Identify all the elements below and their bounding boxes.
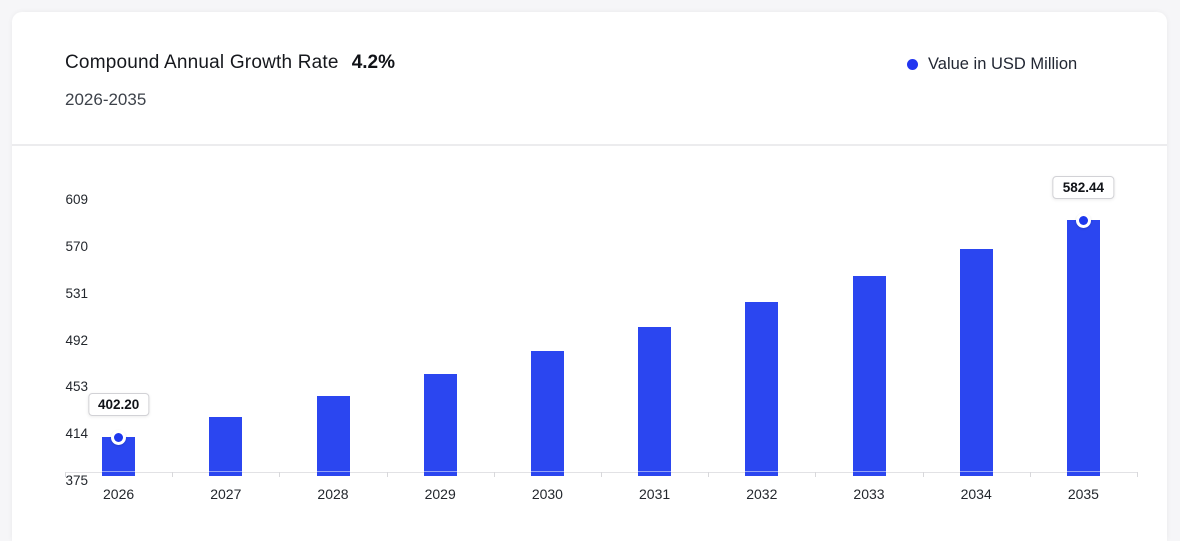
x-axis-tick	[708, 472, 710, 477]
y-tick-label: 492	[65, 332, 88, 348]
x-axis-tick	[601, 472, 602, 477]
x-label-2031: 2031	[639, 486, 671, 502]
bar-2029[interactable]	[423, 373, 457, 476]
chart-card: Compound Annual Growth Rate 4.2% 2026-20…	[12, 12, 1167, 541]
x-axis-tick	[815, 472, 817, 477]
legend-label: Value in USD Million	[928, 55, 1078, 73]
marker-dot-icon	[1078, 215, 1088, 225]
x-axis-tick	[1137, 472, 1138, 477]
x-axis-tick	[493, 472, 495, 477]
value-tooltip-2035: 582.44	[1052, 176, 1115, 200]
x-label-2034: 2034	[960, 486, 992, 502]
x-label-2033: 2033	[853, 486, 885, 502]
x-label-2026: 2026	[103, 486, 135, 502]
x-axis-tick	[279, 472, 281, 477]
bar-base-stripe	[745, 470, 779, 473]
bar-base-stripe	[102, 470, 136, 473]
y-tick-label: 570	[65, 238, 88, 254]
y-tick-label: 609	[65, 192, 88, 207]
x-axis-tick	[1029, 472, 1031, 477]
page-title: Compound Annual Growth Rate	[65, 52, 339, 73]
y-tick-label: 375	[65, 473, 88, 488]
legend-item[interactable]: Value in USD Million	[907, 55, 1077, 74]
bar-base-stripe	[959, 470, 993, 473]
title-row: Compound Annual Growth Rate 4.2%	[65, 52, 395, 74]
data-point-marker-2035[interactable]	[1075, 212, 1091, 228]
data-point-marker-2026[interactable]	[111, 429, 127, 445]
x-label-2028: 2028	[317, 486, 349, 502]
x-label-2029: 2029	[424, 486, 456, 502]
cagr-value: 4.2%	[351, 52, 395, 73]
bar-2032[interactable]	[745, 301, 779, 476]
x-label-2030: 2030	[531, 486, 563, 502]
x-label-2035: 2035	[1067, 486, 1099, 502]
marker-dot-icon	[114, 432, 124, 442]
x-axis-tick	[922, 472, 924, 477]
bar-base-stripe	[638, 470, 672, 473]
y-tick-label: 414	[65, 426, 88, 442]
bar-2035[interactable]	[1066, 220, 1100, 476]
x-axis-tick	[386, 472, 388, 477]
bar-2030[interactable]	[530, 350, 564, 476]
x-label-2032: 2032	[746, 486, 778, 502]
bar-base-stripe	[316, 470, 350, 473]
bar-2031[interactable]	[638, 326, 672, 476]
bar-2027[interactable]	[209, 416, 243, 476]
bar-2028[interactable]	[316, 395, 350, 476]
value-tooltip-2026: 402.20	[87, 393, 150, 417]
x-label-2027: 2027	[210, 486, 242, 502]
bar-base-stripe	[852, 470, 886, 473]
bar-2033[interactable]	[852, 275, 886, 476]
x-axis-tick	[65, 472, 66, 477]
subtitle-year-range: 2026-2035	[65, 90, 147, 109]
bar-base-stripe	[530, 470, 564, 473]
bar-2034[interactable]	[959, 248, 993, 476]
chart-header: Compound Annual Growth Rate 4.2% 2026-20…	[12, 12, 1167, 146]
y-tick-label: 453	[65, 379, 88, 395]
x-axis-tick	[172, 472, 174, 477]
header-divider	[12, 144, 1167, 146]
bar-base-stripe	[1066, 470, 1100, 473]
bar-base-stripe	[209, 470, 243, 473]
bar-base-stripe	[423, 470, 457, 473]
legend-dot-icon	[907, 59, 918, 70]
y-tick-label: 531	[65, 285, 88, 301]
